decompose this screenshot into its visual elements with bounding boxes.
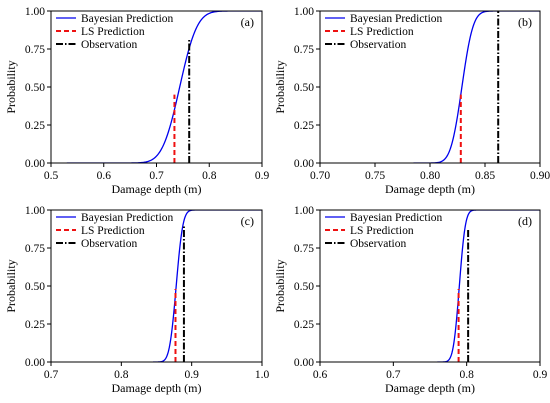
bayesian-prediction-curve	[413, 11, 540, 163]
x-tick-label: 0.9	[255, 170, 270, 182]
x-axis-title: Damage depth (m)	[112, 381, 202, 395]
y-tick-label: 0.25	[294, 319, 314, 331]
x-tick-label: 0.7	[386, 369, 401, 381]
legend-ls-label: LS Prediction	[81, 26, 145, 38]
legend-ls-label: LS Prediction	[350, 225, 414, 237]
y-tick-label: 0.75	[25, 44, 45, 56]
x-tick-label: 0.8	[459, 369, 474, 381]
x-axis-title: Damage depth (m)	[385, 182, 475, 196]
y-axis-title: Probability	[4, 60, 18, 113]
bayesian-prediction-curve	[152, 210, 262, 362]
x-tick-label: 0.9	[184, 369, 199, 381]
legend-observation-label: Observation	[81, 39, 137, 51]
x-tick-label: 0.80	[420, 170, 440, 182]
legend-bayesian-label: Bayesian Prediction	[350, 13, 443, 25]
x-tick-label: 0.85	[475, 170, 495, 182]
panel-tag: (c)	[241, 214, 254, 228]
bayesian-prediction-curve	[437, 210, 540, 362]
y-tick-label: 1.00	[294, 205, 314, 217]
y-tick-label: 1.00	[25, 6, 45, 18]
y-tick-label: 1.00	[294, 6, 314, 18]
y-tick-label: 0.25	[25, 120, 45, 132]
y-axis-title: Probability	[273, 60, 287, 113]
y-tick-label: 0.00	[25, 158, 45, 170]
panel-c: 0.7 0.8 0.9 1.0 0.00 0.25 0.50 0.75 1.00 Damage d…	[4, 205, 269, 395]
y-axis-title: Probability	[4, 259, 18, 312]
y-tick-label: 0.50	[25, 82, 45, 94]
x-tick-label: 0.6	[313, 369, 328, 381]
y-axis-title: Probability	[273, 259, 287, 312]
legend-observation-label: Observation	[350, 238, 406, 250]
y-tick-label: 0.75	[294, 44, 314, 56]
x-tick-label: 0.6	[97, 170, 112, 182]
x-tick-label: 0.75	[365, 170, 385, 182]
panel-tag: (a)	[241, 15, 254, 29]
panel-tag: (d)	[518, 214, 532, 228]
y-tick-label: 0.50	[294, 281, 314, 293]
legend-ls-label: LS Prediction	[350, 26, 414, 38]
x-tick-label: 1.0	[255, 369, 270, 381]
x-tick-label: 0.70	[310, 170, 330, 182]
x-tick-label: 0.8	[202, 170, 217, 182]
panel-b: 0.70 0.75 0.80 0.85 0.90 0.00 0.25 0.50 0.75 1.00…	[273, 6, 550, 196]
legend-observation-label: Observation	[81, 238, 137, 250]
legend-bayesian-label: Bayesian Prediction	[81, 212, 174, 224]
x-axis-title: Damage depth (m)	[112, 182, 202, 196]
y-tick-label: 0.00	[25, 357, 45, 369]
y-tick-label: 1.00	[25, 205, 45, 217]
y-tick-label: 0.50	[25, 281, 45, 293]
x-tick-label: 0.7	[44, 369, 59, 381]
x-tick-label: 0.90	[530, 170, 550, 182]
x-tick-label: 0.7	[149, 170, 164, 182]
x-tick-label: 0.8	[114, 369, 129, 381]
legend-ls-label: LS Prediction	[81, 225, 145, 237]
x-tick-label: 0.9	[533, 369, 548, 381]
legend-observation-label: Observation	[350, 39, 406, 51]
panel-d: 0.6 0.7 0.8 0.9 0.00 0.25 0.50 0.75 1.00 Damage d…	[273, 205, 547, 395]
legend-bayesian-label: Bayesian Prediction	[81, 13, 174, 25]
x-axis-title: Damage depth (m)	[385, 381, 475, 395]
y-tick-label: 0.00	[294, 158, 314, 170]
y-tick-label: 0.25	[294, 120, 314, 132]
y-tick-label: 0.25	[25, 319, 45, 331]
legend-bayesian-label: Bayesian Prediction	[350, 212, 443, 224]
y-tick-label: 0.75	[294, 243, 314, 255]
y-tick-label: 0.00	[294, 357, 314, 369]
x-tick-label: 0.5	[44, 170, 59, 182]
panel-tag: (b)	[518, 15, 532, 29]
panel-a: 0.5 0.6 0.7 0.8 0.9 0.00 0.25 0.50 0.75 1.00 Damag…	[4, 6, 269, 196]
y-tick-label: 0.75	[25, 243, 45, 255]
y-tick-label: 0.50	[294, 82, 314, 94]
